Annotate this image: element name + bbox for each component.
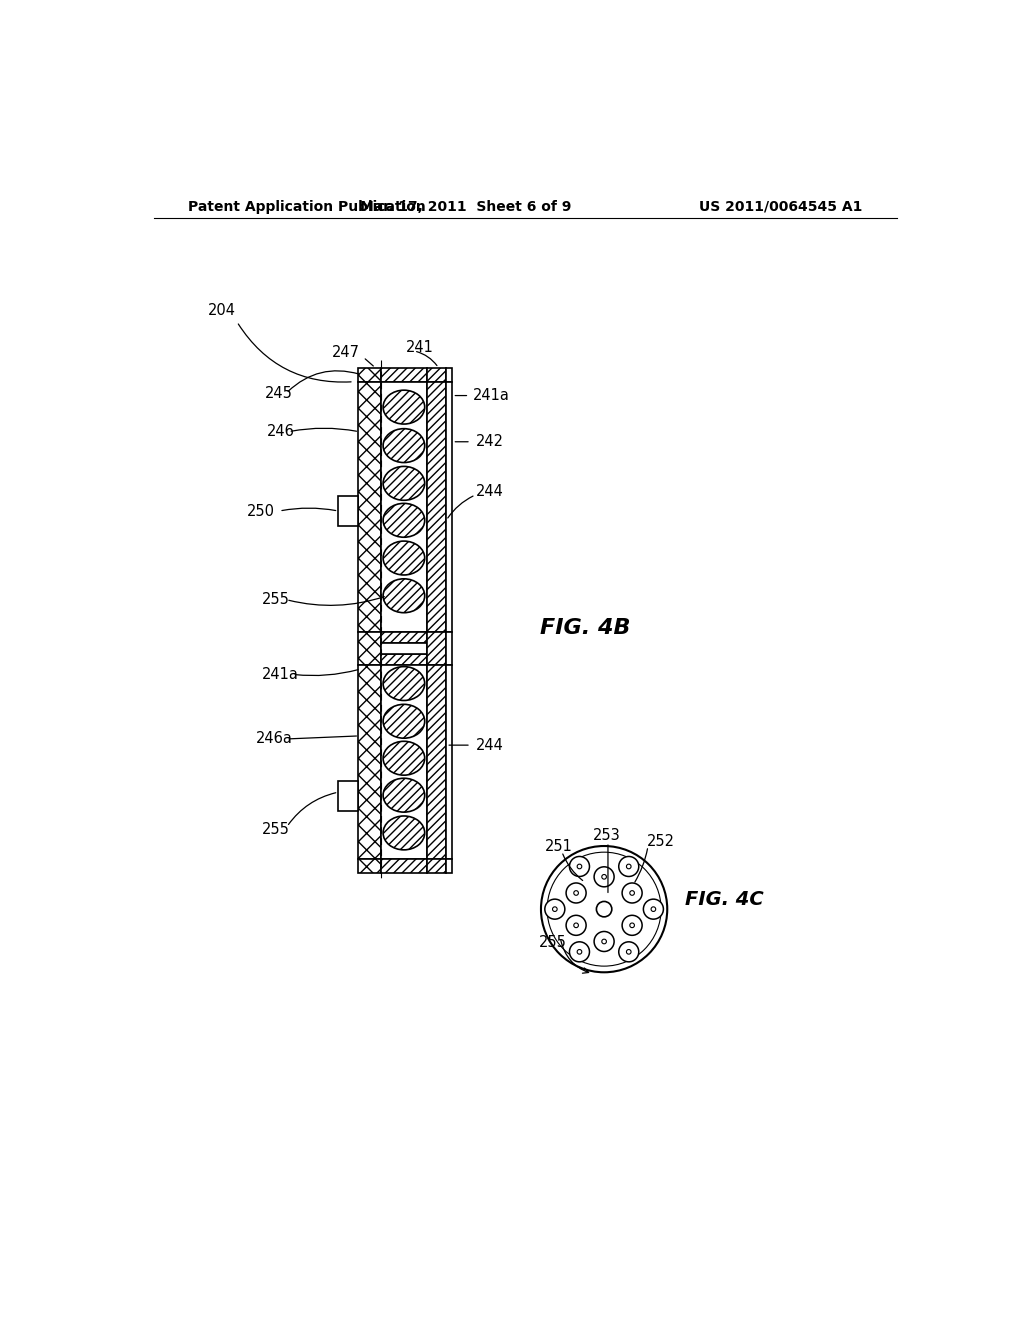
Bar [381,632,427,643]
Circle shape [541,846,668,973]
Text: 245: 245 [264,385,292,401]
Ellipse shape [383,466,425,500]
Text: 252: 252 [646,834,675,849]
Circle shape [569,941,590,962]
Text: 244: 244 [475,738,504,752]
Bar [381,381,427,632]
Bar [427,859,446,873]
Circle shape [602,940,606,944]
Text: 251: 251 [545,838,572,854]
Bar [339,496,357,527]
Text: 241a: 241a [261,667,298,682]
Ellipse shape [383,705,425,738]
Ellipse shape [383,816,425,850]
Circle shape [643,899,664,919]
Bar [381,665,427,859]
Bar [446,632,453,665]
Text: 241: 241 [407,339,434,355]
Circle shape [623,915,642,936]
Bar [381,368,427,381]
Ellipse shape [383,779,425,812]
Circle shape [578,949,582,954]
Ellipse shape [383,541,425,576]
Circle shape [602,875,606,879]
Text: 241a: 241a [473,388,510,403]
Text: 244: 244 [475,483,504,499]
Bar [357,368,381,381]
Ellipse shape [383,503,425,537]
Ellipse shape [383,578,425,612]
Text: FIG. 4C: FIG. 4C [685,891,764,909]
Text: 255: 255 [262,822,290,837]
Bar [446,381,453,632]
Bar [357,859,381,873]
Bar [357,381,381,632]
Bar [339,780,357,812]
Circle shape [594,867,614,887]
Bar [381,643,427,655]
Ellipse shape [383,742,425,775]
Circle shape [630,923,635,928]
Text: 242: 242 [475,434,504,449]
Text: 255: 255 [262,593,290,607]
Text: 255: 255 [539,935,566,950]
Circle shape [630,891,635,895]
Bar [357,632,381,665]
Bar [357,665,381,859]
Ellipse shape [383,667,425,701]
Text: 246a: 246a [255,731,292,747]
Circle shape [596,902,611,917]
Bar [446,859,453,873]
Text: Mar. 17, 2011  Sheet 6 of 9: Mar. 17, 2011 Sheet 6 of 9 [359,199,571,214]
Text: 246: 246 [266,424,295,440]
Ellipse shape [383,429,425,462]
Circle shape [627,865,631,869]
Circle shape [547,853,662,966]
Bar [381,859,427,873]
Circle shape [627,949,631,954]
Bar [427,368,446,381]
Text: 250: 250 [247,503,274,519]
Circle shape [578,865,582,869]
Text: Patent Application Publication: Patent Application Publication [188,199,426,214]
Circle shape [594,932,614,952]
Circle shape [569,857,590,876]
Text: 253: 253 [593,829,621,843]
Circle shape [573,891,579,895]
Text: US 2011/0064545 A1: US 2011/0064545 A1 [698,199,862,214]
Bar [427,665,446,859]
Circle shape [573,923,579,928]
Text: FIG. 4B: FIG. 4B [540,618,630,638]
Circle shape [545,899,565,919]
Circle shape [566,915,586,936]
Bar [446,665,453,859]
Circle shape [651,907,655,911]
Bar [446,368,453,381]
Circle shape [623,883,642,903]
Circle shape [618,941,639,962]
Circle shape [553,907,557,911]
Text: 204: 204 [208,304,236,318]
Ellipse shape [383,391,425,424]
Bar [427,632,446,665]
Bar [427,381,446,632]
Circle shape [618,857,639,876]
Circle shape [566,883,586,903]
Text: 247: 247 [332,345,360,360]
Bar [381,655,427,665]
